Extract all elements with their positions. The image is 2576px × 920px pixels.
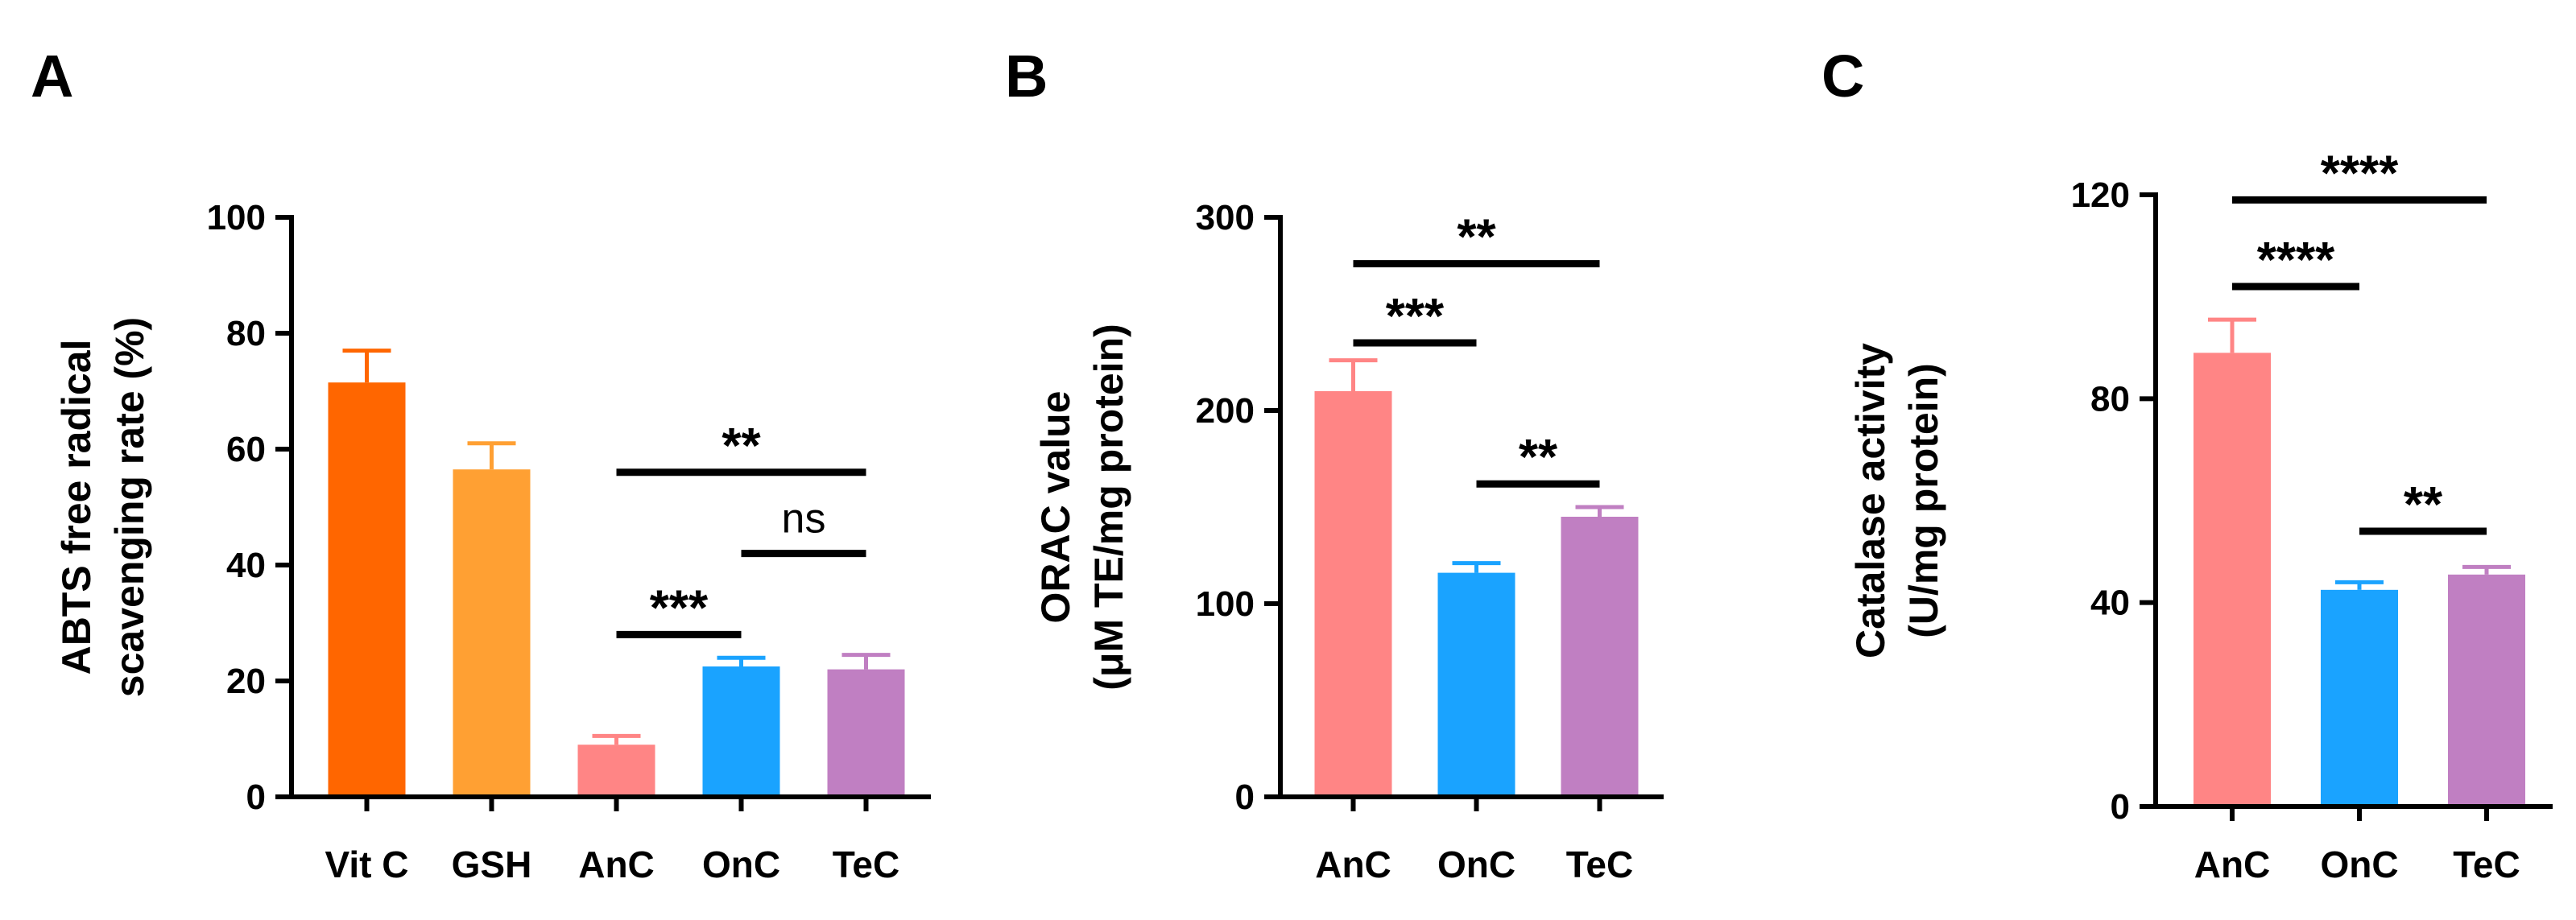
- significance-label: ****: [2321, 146, 2399, 201]
- y-axis-title: ORAC value: [1033, 391, 1078, 624]
- x-tick-label: TeC: [2453, 844, 2520, 885]
- x-tick-label: TeC: [833, 844, 900, 885]
- panel-c: C Catalase activity (U/mg protein) 0 40 80 120…: [1821, 43, 2553, 885]
- panel-label: A: [31, 43, 73, 109]
- panel-b: B ORAC value (μM TE/mg protein) 0 100 200 300 A…: [1005, 43, 1664, 885]
- x-tick-label: OnC: [1437, 844, 1515, 885]
- y-tick-label: 40: [2090, 584, 2130, 623]
- significance-label: **: [2404, 477, 2443, 533]
- bar-anc: [1314, 391, 1392, 797]
- significance-label: **: [1457, 210, 1496, 266]
- y-tick-label: 0: [2111, 787, 2130, 827]
- y-axis-title: scavenging rate (%): [107, 317, 152, 697]
- y-tick-label: 80: [226, 314, 266, 353]
- x-tick-label: Vit C: [325, 844, 409, 885]
- significance-label: ns: [782, 496, 826, 543]
- y-tick-label: 60: [226, 430, 266, 469]
- y-tick-label: 40: [226, 546, 266, 585]
- significance-label: **: [1519, 430, 1558, 485]
- y-axis-title: (μM TE/mg protein): [1086, 324, 1131, 691]
- y-tick-label: 0: [246, 778, 266, 817]
- y-tick-label: 200: [1196, 391, 1255, 431]
- panel-label: C: [1821, 43, 1864, 109]
- significance-label: ***: [1386, 289, 1445, 344]
- significance-label: **: [722, 419, 761, 474]
- y-tick-label: 120: [2071, 175, 2130, 215]
- y-axis-title: Catalase activity: [1848, 343, 1893, 658]
- panel-label: B: [1005, 43, 1048, 109]
- y-axis-title: ABTS free radical: [54, 340, 99, 675]
- x-tick-label: AnC: [1315, 844, 1391, 885]
- bar-vit-c: [328, 382, 406, 797]
- y-tick-label: 80: [2090, 379, 2130, 419]
- bar-tec: [827, 669, 905, 797]
- y-tick-label: 20: [226, 662, 266, 701]
- x-tick-label: AnC: [578, 844, 655, 885]
- y-axis-title: (U/mg protein): [1901, 363, 1946, 638]
- bar-onc: [2321, 589, 2398, 807]
- y-tick-label: 0: [1235, 778, 1255, 817]
- significance-label: ****: [2257, 233, 2335, 288]
- x-tick-label: AnC: [2194, 844, 2271, 885]
- y-tick-label: 100: [1196, 584, 1255, 624]
- panel-a: A ABTS free radical scavenging rate (%) 0 20…: [31, 43, 931, 885]
- x-tick-label: OnC: [702, 844, 780, 885]
- bar-tec: [1561, 517, 1639, 797]
- bar-gsh: [453, 469, 531, 797]
- bar-anc: [577, 745, 655, 797]
- bar-tec: [2448, 574, 2525, 807]
- bar-onc: [702, 666, 780, 797]
- bar-anc: [2194, 353, 2271, 807]
- x-tick-label: TeC: [1566, 844, 1634, 885]
- significance-label: ***: [650, 580, 709, 636]
- y-tick-label: 300: [1196, 198, 1255, 237]
- x-tick-label: OnC: [2320, 844, 2398, 885]
- y-tick-label: 100: [207, 198, 266, 237]
- x-tick-label: GSH: [452, 844, 532, 885]
- bar-onc: [1437, 572, 1515, 797]
